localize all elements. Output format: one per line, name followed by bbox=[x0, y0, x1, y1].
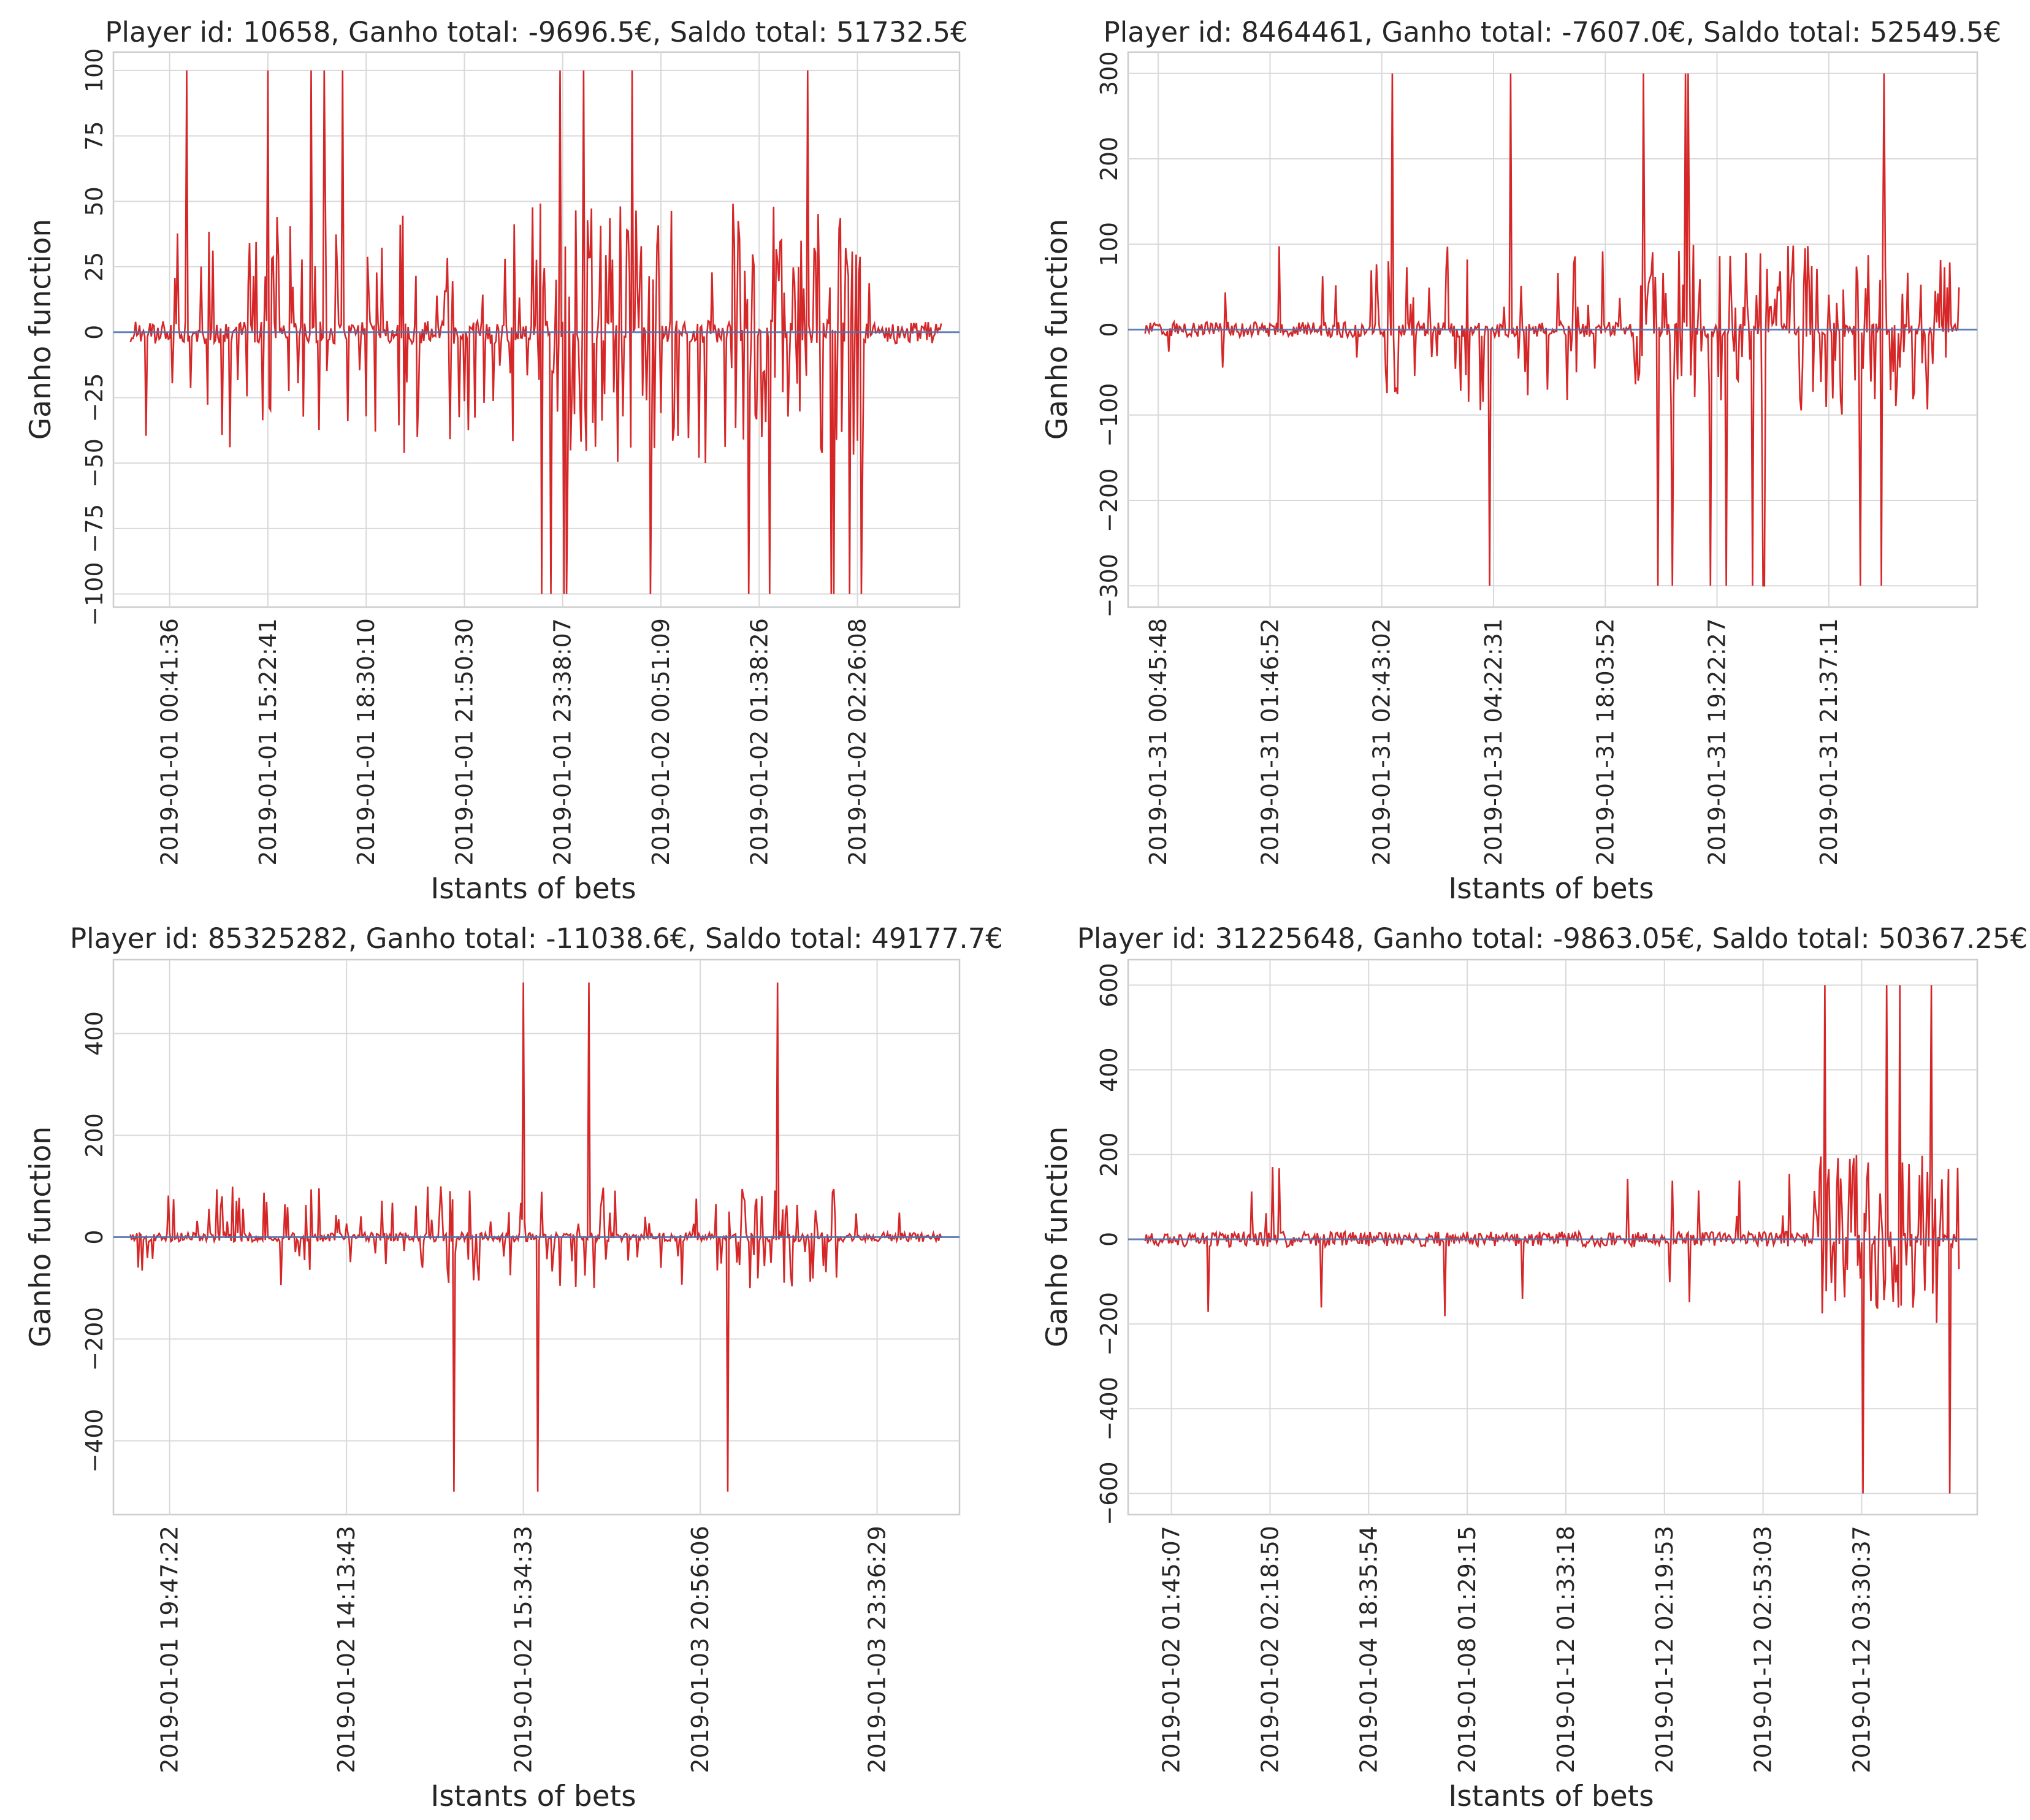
chart-panel-player-31225648: −600 −400 −200 0 200 400 600 2019-01-02 01:45:… bbox=[1040, 922, 2028, 1813]
x-tick-label: 2019-01-31 00:45:48 bbox=[1145, 618, 1172, 866]
chart-panel-player-10658: −100 −75 −50 −25 0 25 50 75 100 2019-01-01 00:41… bbox=[24, 16, 968, 906]
ganho-line bbox=[1144, 985, 1960, 1494]
y-tick-label: −200 bbox=[1096, 468, 1123, 532]
y-tick-label: 0 bbox=[81, 325, 108, 340]
ganho-series bbox=[129, 70, 942, 594]
chart-title: Player id: 8464461, Ganho total: -7607.0… bbox=[1104, 16, 2002, 48]
y-tick-label: −50 bbox=[81, 438, 108, 488]
ganho-series bbox=[1144, 985, 1960, 1494]
x-tick-label: 2019-01-08 01:29:15 bbox=[1454, 1526, 1481, 1773]
x-ticks: 2019-01-02 01:45:07 2019-01-02 02:18:50 20… bbox=[1158, 1526, 1875, 1773]
y-tick-label: 100 bbox=[81, 48, 108, 93]
x-tick-label: 2019-01-02 01:38:26 bbox=[746, 618, 773, 866]
x-tick-label: 2019-01-31 18:03:52 bbox=[1592, 618, 1619, 866]
y-tick-label: 600 bbox=[1096, 963, 1123, 1008]
x-axis-label: Istants of bets bbox=[1448, 1780, 1654, 1813]
y-tick-label: −400 bbox=[81, 1409, 108, 1472]
y-tick-label: 25 bbox=[81, 252, 108, 281]
x-ticks: 2019-01-01 19:47:22 2019-01-02 14:13:43 20… bbox=[156, 1526, 891, 1773]
x-axis-label: Istants of bets bbox=[1448, 872, 1654, 906]
x-tick-label: 2019-01-03 20:56:06 bbox=[687, 1526, 714, 1773]
x-tick-label: 2019-01-02 00:51:09 bbox=[647, 618, 674, 866]
x-tick-label: 2019-01-01 18:30:10 bbox=[353, 618, 380, 866]
x-tick-label: 2019-01-31 21:37:11 bbox=[1815, 618, 1842, 866]
y-ticks: −600 −400 −200 0 200 400 600 bbox=[1096, 963, 1123, 1525]
y-ticks: −100 −75 −50 −25 0 25 50 75 100 bbox=[81, 48, 108, 626]
x-ticks: 2019-01-01 00:41:36 2019-01-01 15:22:41 20… bbox=[156, 618, 871, 866]
x-tick-label: 2019-01-31 19:22:27 bbox=[1704, 618, 1731, 866]
y-tick-label: 100 bbox=[1096, 222, 1123, 267]
y-ticks: −300 −200 −100 0 100 200 300 bbox=[1096, 52, 1123, 618]
y-tick-label: −100 bbox=[1096, 383, 1123, 447]
x-tick-label: 2019-01-03 23:36:29 bbox=[864, 1526, 891, 1773]
y-axis-label: Ganho function bbox=[1040, 1126, 1074, 1348]
y-tick-label: 75 bbox=[81, 121, 108, 150]
y-tick-label: −100 bbox=[81, 562, 108, 625]
y-tick-label: 200 bbox=[1096, 137, 1123, 182]
ganho-series bbox=[1144, 73, 1960, 587]
x-ticks: 2019-01-31 00:45:48 2019-01-31 01:46:52 20… bbox=[1145, 618, 1842, 866]
x-tick-label: 2019-01-02 02:26:08 bbox=[844, 618, 871, 866]
y-tick-label: 400 bbox=[1096, 1047, 1123, 1092]
y-tick-label: 300 bbox=[1096, 52, 1123, 96]
x-tick-label: 2019-01-31 04:22:31 bbox=[1480, 618, 1507, 866]
y-tick-label: −400 bbox=[1096, 1377, 1123, 1440]
x-tick-label: 2019-01-02 15:34:33 bbox=[510, 1526, 537, 1773]
x-tick-label: 2019-01-02 02:18:50 bbox=[1256, 1526, 1283, 1773]
y-tick-label: −600 bbox=[1096, 1461, 1123, 1525]
chart-title: Player id: 31225648, Ganho total: -9863.… bbox=[1077, 922, 2028, 955]
ganho-line bbox=[129, 70, 942, 594]
chart-title: Player id: 10658, Ganho total: -9696.5€,… bbox=[105, 16, 967, 48]
y-tick-label: 50 bbox=[81, 186, 108, 216]
x-tick-label: 2019-01-01 21:50:30 bbox=[451, 618, 478, 866]
y-tick-label: −200 bbox=[81, 1307, 108, 1371]
x-tick-label: 2019-01-12 03:30:37 bbox=[1848, 1526, 1875, 1773]
chart-panel-player-8464461: −300 −200 −100 0 100 200 300 2019-01-31 00:45:… bbox=[1040, 16, 2001, 906]
y-tick-label: 200 bbox=[1096, 1133, 1123, 1177]
y-tick-label: 0 bbox=[1096, 1232, 1123, 1247]
y-axis-label: Ganho function bbox=[1040, 219, 1074, 440]
x-tick-label: 2019-01-01 23:38:07 bbox=[549, 618, 576, 866]
y-axis-label: Ganho function bbox=[24, 1126, 58, 1348]
x-tick-label: 2019-01-02 01:45:07 bbox=[1158, 1526, 1185, 1773]
chart-title: Player id: 85325282, Ganho total: -11038… bbox=[70, 922, 1003, 955]
x-tick-label: 2019-01-31 01:46:52 bbox=[1256, 618, 1283, 866]
x-axis-label: Istants of bets bbox=[430, 1780, 636, 1813]
y-tick-label: 200 bbox=[81, 1113, 108, 1158]
y-tick-label: −200 bbox=[1096, 1292, 1123, 1356]
x-tick-label: 2019-01-01 15:22:41 bbox=[254, 618, 281, 866]
x-tick-label: 2019-01-01 19:47:22 bbox=[156, 1526, 183, 1773]
y-tick-label: −75 bbox=[81, 504, 108, 553]
y-tick-label: 0 bbox=[1096, 322, 1123, 337]
x-axis-label: Istants of bets bbox=[430, 872, 636, 906]
ganho-line bbox=[1144, 73, 1960, 587]
x-tick-label: 2019-01-31 02:43:02 bbox=[1368, 618, 1395, 866]
x-tick-label: 2019-01-12 02:53:03 bbox=[1750, 1526, 1777, 1773]
y-tick-label: 0 bbox=[81, 1229, 108, 1244]
y-ticks: −400 −200 0 200 400 bbox=[81, 1011, 108, 1473]
y-axis-label: Ganho function bbox=[24, 219, 58, 440]
x-tick-label: 2019-01-01 00:41:36 bbox=[156, 618, 183, 866]
x-tick-label: 2019-01-02 14:13:43 bbox=[333, 1526, 360, 1773]
x-tick-label: 2019-01-12 02:19:53 bbox=[1651, 1526, 1678, 1773]
y-tick-label: 400 bbox=[81, 1011, 108, 1056]
y-tick-label: −300 bbox=[1096, 554, 1123, 618]
y-tick-label: −25 bbox=[81, 373, 108, 422]
x-tick-label: 2019-01-12 01:33:18 bbox=[1552, 1526, 1579, 1773]
x-tick-label: 2019-01-04 18:35:54 bbox=[1355, 1526, 1382, 1773]
